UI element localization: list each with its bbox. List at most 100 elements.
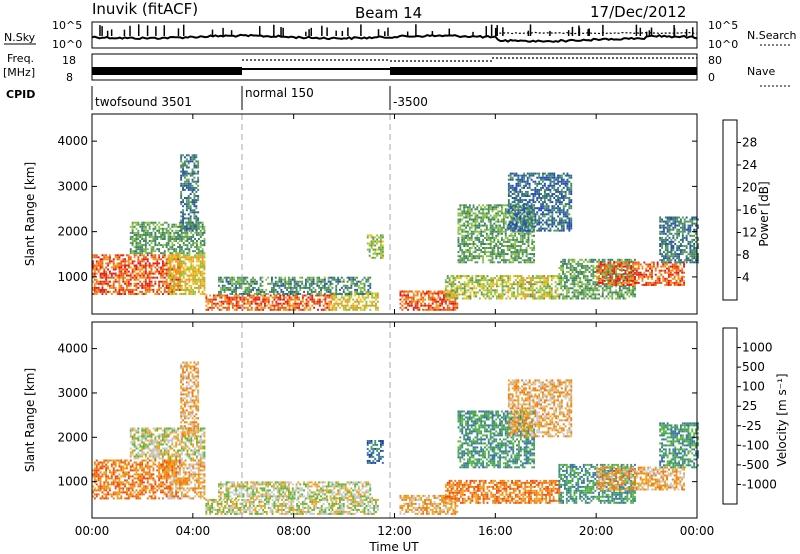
data-cell <box>283 294 285 297</box>
data-cell <box>532 188 535 191</box>
data-cell <box>525 180 527 183</box>
data-cell <box>521 229 524 232</box>
data-cell <box>163 276 166 279</box>
data-cell <box>156 270 159 273</box>
data-cell <box>555 199 558 202</box>
data-cell <box>460 275 462 278</box>
data-cell <box>197 266 200 269</box>
data-cell <box>219 278 222 281</box>
data-cell <box>189 160 192 163</box>
data-cell <box>225 286 228 289</box>
data-cell <box>485 251 488 254</box>
data-cell <box>489 214 492 217</box>
data-cell <box>465 277 468 280</box>
data-cell <box>448 300 451 303</box>
data-cell <box>518 255 520 258</box>
data-cell <box>420 304 423 307</box>
data-cell <box>295 288 298 291</box>
data-cell <box>524 279 527 282</box>
data-cell <box>133 254 136 257</box>
data-cell <box>156 229 159 232</box>
data-cell <box>160 252 162 255</box>
data-cell <box>320 308 323 311</box>
data-cell <box>444 298 447 301</box>
data-cell <box>171 258 174 261</box>
data-cell <box>540 193 542 195</box>
data-cell <box>260 308 263 311</box>
data-cell <box>95 256 98 259</box>
data-cell <box>129 274 132 277</box>
data-cell <box>173 248 176 251</box>
data-cell <box>452 289 455 292</box>
data-cell <box>350 276 353 279</box>
data-cell <box>203 242 206 245</box>
data-cell <box>101 274 104 277</box>
data-cell <box>519 232 522 235</box>
data-cell <box>570 188 573 191</box>
data-cell <box>144 256 147 259</box>
data-cell <box>254 298 257 301</box>
data-cell <box>235 290 237 293</box>
data-cell <box>301 304 304 307</box>
data-cell <box>299 276 302 279</box>
data-cell <box>177 235 179 238</box>
data-cell <box>137 238 140 240</box>
data-cell <box>560 279 563 282</box>
data-cell <box>346 300 349 303</box>
data-cell <box>135 231 138 234</box>
data-cell <box>203 229 206 232</box>
data-cell <box>480 255 483 258</box>
data-cell <box>110 293 113 295</box>
data-cell <box>566 197 569 199</box>
data-cell <box>431 292 434 295</box>
data-cell <box>182 223 184 226</box>
data-cell <box>502 255 505 258</box>
data-cell <box>137 258 140 261</box>
data-cell <box>354 304 357 307</box>
data-cell <box>137 221 140 224</box>
data-cell <box>480 212 483 215</box>
data-cell <box>203 282 206 285</box>
data-cell <box>218 284 220 287</box>
data-cell <box>376 306 379 309</box>
data-cell <box>560 197 563 199</box>
data-cell <box>357 293 360 295</box>
data-cell <box>133 268 136 271</box>
data-cell <box>523 195 525 197</box>
data-cell <box>372 248 375 251</box>
data-cell <box>288 293 290 295</box>
data-cell <box>131 223 134 226</box>
data-cell <box>489 261 492 264</box>
data-cell <box>171 244 174 247</box>
data-cell <box>512 257 515 260</box>
data-cell <box>335 293 338 295</box>
data-cell <box>515 195 518 197</box>
data-cell <box>129 231 132 234</box>
data-cell <box>519 199 522 202</box>
data-cell <box>262 306 265 309</box>
data-cell <box>536 176 539 179</box>
data-cell <box>495 216 498 219</box>
data-cell <box>484 279 487 282</box>
data-cell <box>517 201 520 204</box>
data-cell <box>131 262 134 265</box>
data-cell <box>135 223 138 226</box>
data-cell <box>191 201 194 204</box>
data-cell <box>531 285 534 288</box>
data-cell <box>590 258 593 261</box>
data-cell <box>559 211 561 214</box>
data-cell <box>529 232 532 235</box>
data-cell <box>566 180 569 183</box>
data-cell <box>523 251 526 254</box>
data-cell <box>573 275 576 278</box>
data-cell <box>179 274 181 277</box>
data-cell <box>344 284 347 287</box>
data-cell <box>496 285 498 288</box>
data-cell <box>187 195 190 197</box>
data-cell <box>372 244 375 247</box>
data-cell <box>570 186 573 189</box>
data-cell <box>180 160 183 163</box>
data-cell <box>182 256 185 259</box>
data-cell <box>565 295 568 298</box>
data-cell <box>465 240 467 243</box>
